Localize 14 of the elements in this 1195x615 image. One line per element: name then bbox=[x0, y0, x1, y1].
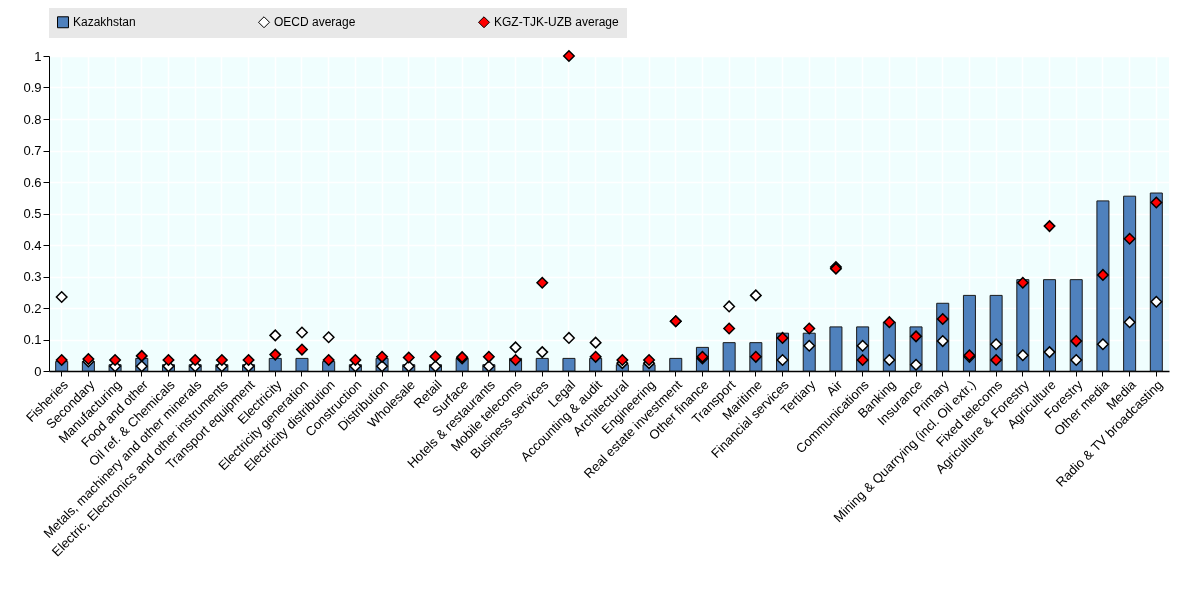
y-tick-label: 0.5 bbox=[23, 206, 42, 221]
y-tick-label: 0.4 bbox=[23, 237, 42, 253]
y-tick-label: 0.7 bbox=[23, 143, 42, 158]
y-tick-label: 0.1 bbox=[23, 332, 42, 347]
y-tick-label: 0.6 bbox=[23, 174, 42, 190]
y-tick-label: 0.9 bbox=[23, 80, 42, 95]
legend-label: Kazakhstan bbox=[73, 15, 136, 30]
y-tick-label: 0.2 bbox=[23, 300, 42, 316]
y-tick-label: 0 bbox=[34, 363, 42, 379]
y-tick-label: 1 bbox=[34, 48, 42, 64]
legend-label: OECD average bbox=[274, 15, 356, 30]
legend-label: KGZ-TJK-UZB average bbox=[494, 15, 620, 30]
y-tick-label: 0.3 bbox=[23, 269, 42, 284]
y-tick-label: 0.8 bbox=[23, 111, 42, 127]
